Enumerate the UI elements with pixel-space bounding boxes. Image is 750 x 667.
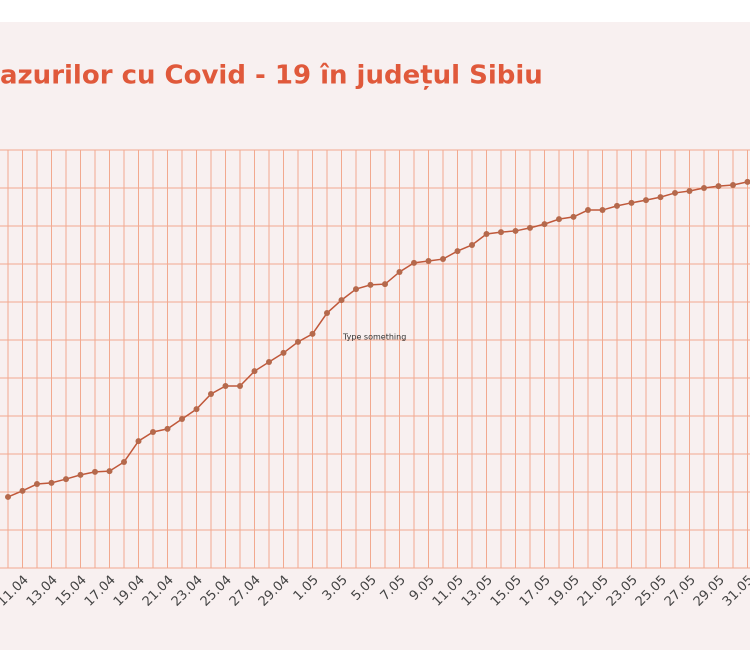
chart-title: azurilor cu Covid - 19 în județul Sibiu bbox=[0, 61, 543, 91]
data-point bbox=[527, 224, 533, 231]
data-point bbox=[179, 416, 185, 423]
data-point bbox=[701, 185, 707, 191]
data-point bbox=[5, 493, 11, 500]
data-point bbox=[570, 213, 577, 220]
data-point bbox=[512, 227, 519, 234]
data-point bbox=[672, 189, 678, 196]
data-point bbox=[396, 268, 403, 275]
data-point bbox=[469, 242, 475, 248]
data-point bbox=[280, 349, 287, 356]
data-point bbox=[338, 297, 345, 304]
data-point bbox=[34, 481, 40, 488]
data-point bbox=[77, 471, 84, 478]
data-point bbox=[483, 230, 490, 237]
data-point bbox=[150, 428, 156, 435]
data-point bbox=[440, 256, 446, 263]
data-point bbox=[643, 197, 649, 204]
data-point bbox=[208, 390, 214, 397]
series-line bbox=[7, 181, 748, 498]
data-point bbox=[411, 259, 417, 266]
data-point bbox=[92, 468, 98, 475]
data-point bbox=[237, 382, 243, 389]
data-point bbox=[730, 181, 736, 188]
data-point bbox=[454, 248, 461, 255]
data-point bbox=[541, 221, 548, 228]
data-point bbox=[295, 338, 301, 345]
data-point bbox=[599, 207, 606, 214]
data-point bbox=[309, 330, 316, 337]
data-point bbox=[251, 368, 258, 375]
data-point bbox=[585, 207, 591, 214]
data-point bbox=[324, 310, 330, 317]
data-point bbox=[222, 382, 229, 389]
data-point bbox=[48, 479, 55, 486]
data-point bbox=[193, 406, 200, 413]
data-point bbox=[63, 476, 69, 483]
data-point bbox=[382, 281, 388, 288]
data-point bbox=[19, 487, 26, 494]
data-point bbox=[556, 216, 562, 223]
data-point bbox=[686, 188, 693, 195]
data-point bbox=[628, 199, 635, 206]
data-point bbox=[614, 202, 620, 209]
data-point bbox=[744, 178, 750, 185]
data-point bbox=[367, 281, 374, 288]
chart-background bbox=[0, 22, 750, 650]
data-point bbox=[164, 425, 171, 432]
annotation: Type something bbox=[342, 333, 406, 342]
data-point bbox=[106, 468, 113, 475]
data-point bbox=[425, 257, 432, 264]
data-point bbox=[135, 438, 142, 445]
data-point bbox=[353, 286, 359, 293]
data-point bbox=[657, 194, 664, 201]
data-point bbox=[715, 183, 722, 190]
data-point bbox=[498, 229, 504, 236]
data-point bbox=[121, 458, 127, 465]
data-point bbox=[266, 359, 272, 366]
